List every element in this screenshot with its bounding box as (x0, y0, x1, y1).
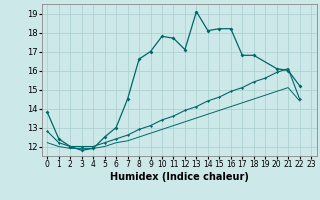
X-axis label: Humidex (Indice chaleur): Humidex (Indice chaleur) (110, 172, 249, 182)
